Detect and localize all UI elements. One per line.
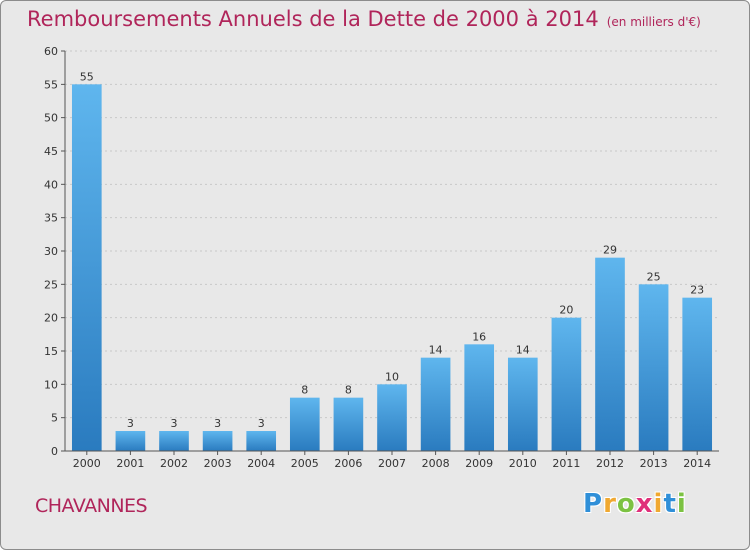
x-tick-label: 2013	[640, 457, 668, 470]
bar	[289, 397, 320, 451]
y-tick-label: 30	[44, 245, 58, 258]
proxiti-logo[interactable]: Proxiti	[583, 489, 687, 519]
bar-value-label: 8	[345, 384, 352, 397]
bar-value-label: 8	[301, 384, 308, 397]
bar-value-label: 3	[127, 417, 134, 430]
axes: 0 5 10 15 20 25 30 35 40 45 50 55 60 2000 2001 2002 2003…	[44, 45, 719, 470]
bar	[71, 84, 102, 451]
y-tick-label: 15	[44, 345, 58, 358]
title-text: Remboursements Annuels de la Dette de 20…	[27, 7, 599, 31]
bar-value-label: 25	[647, 270, 661, 283]
logo-letter: P	[583, 489, 604, 519]
bar-value-label: 3	[171, 417, 178, 430]
logo-letter: i	[653, 489, 664, 519]
bar	[246, 431, 277, 451]
logo-letter: i	[676, 489, 687, 519]
bar	[159, 431, 189, 451]
bar-value-label: 14	[516, 344, 530, 357]
title-unit: (en milliers d'€)	[606, 15, 701, 29]
y-tick-label: 45	[44, 145, 58, 158]
bar	[333, 397, 364, 451]
bar	[551, 317, 582, 451]
bar	[595, 257, 625, 451]
bar-value-label: 20	[559, 304, 573, 317]
bar-value-label: 3	[214, 417, 221, 430]
bar-value-label: 10	[385, 370, 399, 383]
y-tick-label: 50	[44, 112, 58, 125]
logo-letter: r	[603, 489, 617, 519]
y-tick-label: 55	[44, 78, 58, 91]
y-tick-label: 5	[51, 412, 58, 425]
x-tick-label: 2011	[552, 457, 580, 470]
logo-letter: t	[663, 489, 677, 519]
y-tick-label: 35	[44, 212, 58, 225]
bar	[377, 384, 407, 451]
x-tick-label: 2005	[291, 457, 319, 470]
x-tick-label: 2003	[204, 457, 232, 470]
bar	[507, 357, 538, 451]
bar	[464, 344, 495, 451]
town-name: CHAVANNES	[35, 495, 148, 517]
y-tick-label: 25	[44, 278, 58, 291]
x-tick-label: 2007	[378, 457, 406, 470]
x-tick-label: 2012	[596, 457, 624, 470]
y-tick-label: 10	[44, 378, 58, 391]
y-tick-label: 0	[51, 445, 58, 458]
x-tick-label: 2000	[73, 457, 101, 470]
bar	[202, 431, 233, 451]
bar-value-label: 29	[603, 244, 617, 257]
x-tick-label: 2010	[509, 457, 537, 470]
x-tick-label: 2006	[334, 457, 362, 470]
bar	[638, 284, 669, 451]
y-tick-label: 40	[44, 178, 58, 191]
bar-value-label: 16	[472, 330, 486, 343]
bar	[115, 431, 146, 451]
x-tick-label: 2008	[422, 457, 450, 470]
logo-letter: o	[616, 489, 636, 519]
bar-value-label: 55	[80, 70, 94, 83]
y-tick-label: 20	[44, 312, 58, 325]
bars: 55 3 3 3 3 8 8 10 14 16 14 20 29 25 23	[71, 70, 713, 451]
bar-value-label: 23	[690, 284, 704, 297]
x-tick-label: 2009	[465, 457, 493, 470]
bar-value-label: 14	[429, 344, 443, 357]
logo-letter: x	[635, 489, 654, 519]
x-tick-label: 2004	[247, 457, 275, 470]
y-tick-label: 60	[44, 45, 58, 58]
chart-title: Remboursements Annuels de la Dette de 20…	[27, 7, 701, 31]
x-tick-label: 2014	[683, 457, 711, 470]
bar	[420, 357, 451, 451]
bar	[682, 297, 713, 451]
bar-value-label: 3	[258, 417, 265, 430]
x-tick-label: 2001	[116, 457, 144, 470]
x-tick-label: 2002	[160, 457, 188, 470]
